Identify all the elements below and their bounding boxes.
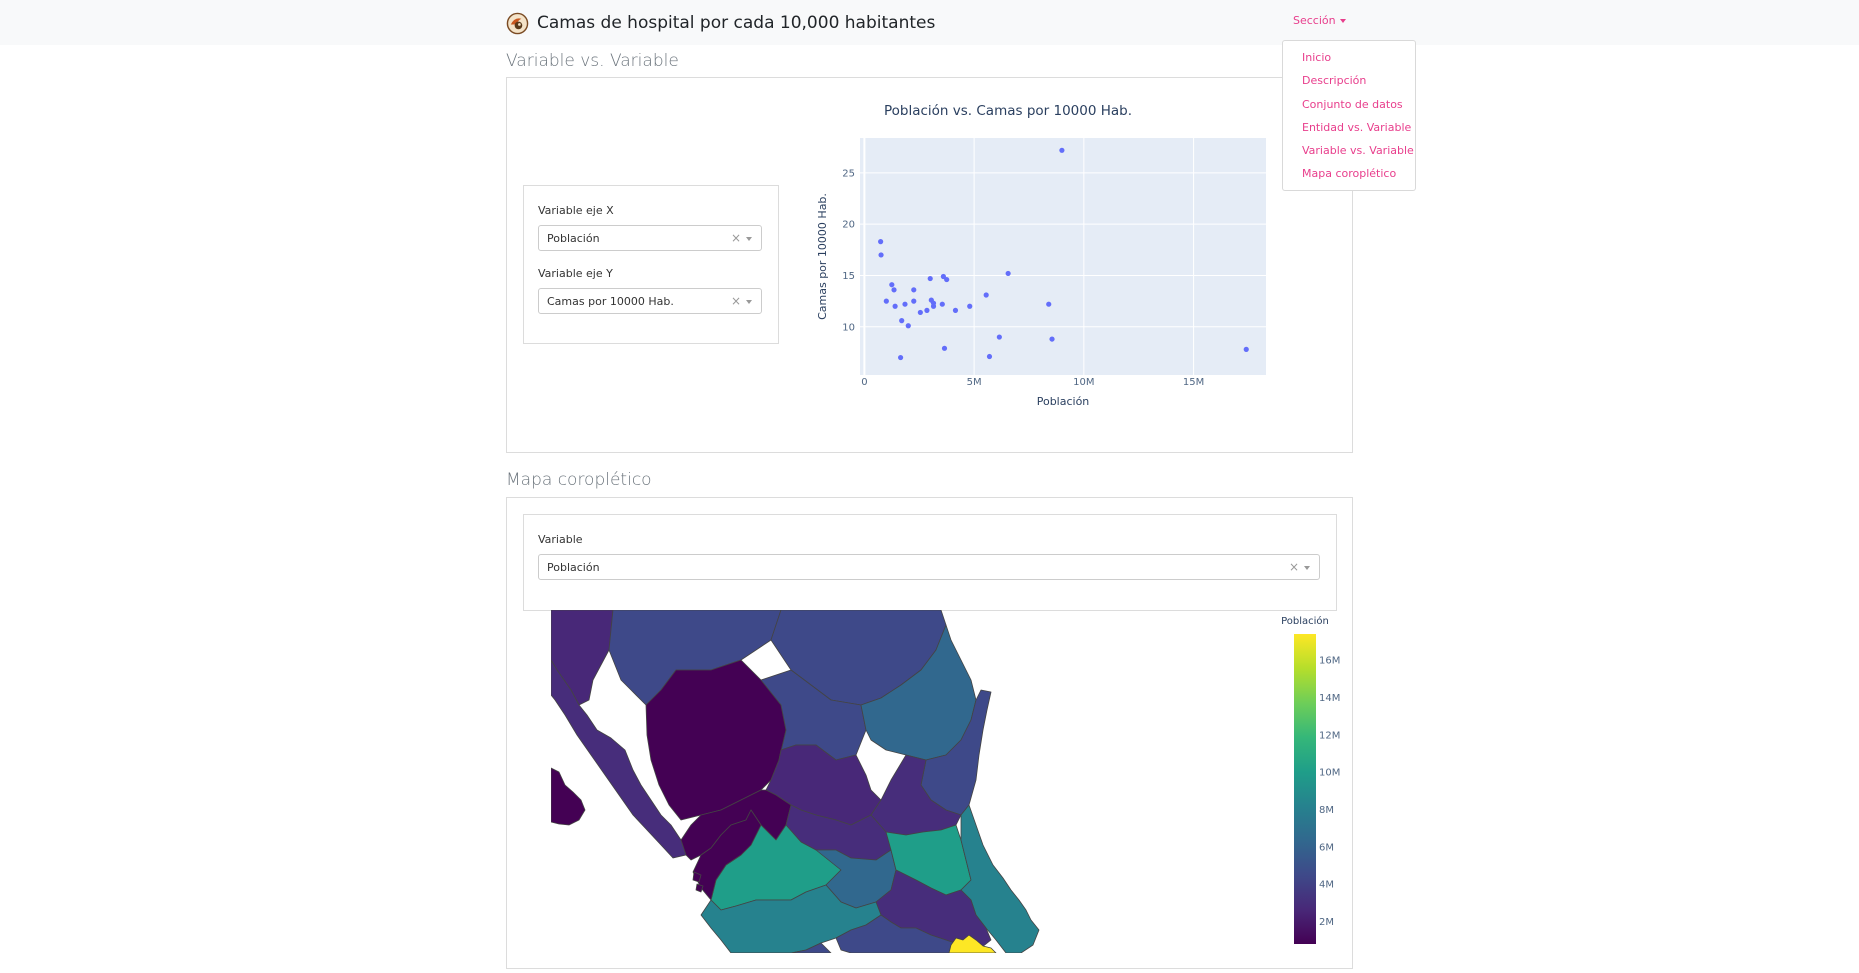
scatter-point	[944, 276, 950, 283]
choropleth-map[interactable]	[551, 610, 1101, 953]
map-card: Variable Población ×	[506, 497, 1353, 969]
scatter-point	[1049, 336, 1055, 342]
scatter-point	[883, 298, 889, 304]
scatter-point	[924, 307, 930, 313]
map-region	[551, 767, 586, 826]
chart-title: Población vs. Camas por 10000 Hab.	[884, 103, 1132, 119]
x-tick-label: 5M	[967, 377, 982, 388]
x-axis-chevron-down-icon[interactable]	[746, 237, 752, 241]
scatter-point	[983, 292, 989, 298]
scatter-point	[939, 301, 945, 307]
nav-item-mapa-coropletico[interactable]: Mapa coroplético	[1302, 167, 1397, 181]
nav-item-conjunto-de-datos[interactable]: Conjunto de datos	[1302, 97, 1403, 111]
y-axis-title: Camas por 10000 Hab.	[816, 193, 829, 320]
colorbar-title: Población	[1281, 615, 1329, 627]
section-title-mapa-coropletico: Mapa coroplético	[506, 470, 652, 490]
map-region	[692, 809, 762, 901]
navbar: Camas de hospital por cada 10,000 habita…	[0, 0, 1859, 45]
scatter-point	[996, 334, 1002, 340]
scatter-point	[1243, 346, 1249, 352]
map-region	[835, 914, 972, 953]
nav-item-inicio[interactable]: Inicio	[1302, 51, 1332, 64]
colorbar-tick-label: 2M	[1319, 917, 1334, 928]
x-axis-label: Variable eje X	[538, 204, 614, 217]
plot-area	[860, 138, 1266, 375]
scatter-point	[899, 318, 905, 324]
scatter-chart[interactable]: 0 5M 10M 15M 10 15 20 25 Población vs. Camas por…	[807, 88, 1347, 428]
scatter-point	[967, 303, 973, 309]
section-title-variable-vs-variable: Variable vs. Variable	[506, 51, 679, 71]
map-region	[692, 871, 702, 883]
scatter-card: Variable eje X Población × Variable eje …	[506, 77, 1353, 453]
map-variable-label: Variable	[538, 533, 583, 546]
map-variable-select[interactable]: Población ×	[538, 554, 1320, 580]
scatter-point	[911, 298, 917, 304]
nav-item-entidad-vs-variable[interactable]: Entidad vs. Variable	[1302, 120, 1412, 134]
brand[interactable]: Camas de hospital por cada 10,000 habita…	[506, 10, 935, 36]
scatter-point	[930, 303, 937, 309]
y-tick-label: 15	[842, 271, 855, 282]
scatter-point	[889, 282, 895, 288]
scatter-point	[917, 309, 923, 316]
hospital-logo-icon	[506, 12, 529, 34]
x-tick-label: 10M	[1073, 377, 1094, 388]
x-axis-select[interactable]: Población ×	[538, 225, 762, 251]
map-region	[695, 883, 704, 893]
y-axis-label: Variable eje Y	[538, 267, 613, 280]
caret-down-icon	[1339, 19, 1346, 23]
scatter-point	[892, 303, 898, 309]
scatter-point	[986, 353, 993, 360]
map-region	[730, 942, 832, 953]
nav-item-descripcion[interactable]: Descripción	[1302, 74, 1367, 88]
scatter-point	[905, 323, 911, 329]
x-axis-title: Población	[1037, 395, 1090, 408]
y-axis-clear-icon[interactable]: ×	[731, 294, 742, 308]
y-axis-select-value: Camas por 10000 Hab.	[547, 295, 674, 308]
scatter-point	[898, 354, 904, 361]
scatter-point	[891, 287, 897, 293]
colorbar: Población 2M 4M 6M 8M 10M 12M 14M 16M	[1281, 615, 1340, 944]
section-dropdown-label: Sección	[1293, 14, 1336, 27]
x-tick-label: 0	[861, 377, 867, 388]
scatter-point	[911, 287, 917, 293]
colorbar-tick-label: 14M	[1319, 693, 1340, 704]
x-axis-clear-icon[interactable]: ×	[731, 231, 742, 245]
map-variable-clear-icon[interactable]: ×	[1289, 560, 1300, 574]
colorbar-gradient	[1294, 634, 1316, 944]
scatter-point	[940, 273, 946, 280]
section-dropdown-toggle[interactable]: Sección	[1293, 14, 1346, 27]
scatter-point	[927, 275, 933, 282]
scatter-point	[878, 252, 884, 258]
y-tick-label: 20	[842, 220, 855, 231]
scatter-point	[952, 307, 959, 313]
map-region	[960, 804, 1040, 953]
scatter-point	[1005, 270, 1011, 277]
map-region	[645, 659, 787, 821]
y-tick-label: 25	[842, 168, 855, 179]
colorbar-tick-label: 4M	[1319, 880, 1334, 891]
colorbar-tick-label: 8M	[1319, 805, 1334, 816]
scatter-point	[1059, 147, 1065, 153]
scatter-point	[902, 301, 908, 307]
scatter-point	[1046, 301, 1052, 307]
scatter-point	[941, 345, 948, 351]
x-tick-label: 15M	[1183, 377, 1204, 388]
map-variable-select-value: Población	[547, 561, 600, 574]
scatter-point	[878, 239, 884, 245]
map-region	[948, 934, 997, 953]
colorbar-tick-label: 12M	[1319, 730, 1340, 741]
y-tick-label: 10	[842, 322, 855, 333]
nav-item-variable-vs-variable[interactable]: Variable vs. Variable	[1302, 144, 1414, 158]
map-variable-chevron-down-icon[interactable]	[1304, 566, 1310, 570]
map-controls-panel: Variable Población ×	[523, 514, 1337, 611]
colorbar-tick-label: 16M	[1319, 656, 1340, 667]
page-title: Camas de hospital por cada 10,000 habita…	[537, 13, 936, 33]
section-dropdown-menu: Inicio Descripción Conjunto de datos Ent…	[1282, 40, 1416, 191]
y-axis-chevron-down-icon[interactable]	[746, 300, 752, 304]
colorbar-tick-label: 10M	[1319, 768, 1340, 779]
colorbar-tick-label: 6M	[1319, 842, 1334, 853]
x-axis-select-value: Población	[547, 232, 600, 245]
y-axis-select[interactable]: Camas por 10000 Hab. ×	[538, 288, 762, 314]
axis-controls-panel: Variable eje X Población × Variable eje …	[523, 185, 779, 344]
